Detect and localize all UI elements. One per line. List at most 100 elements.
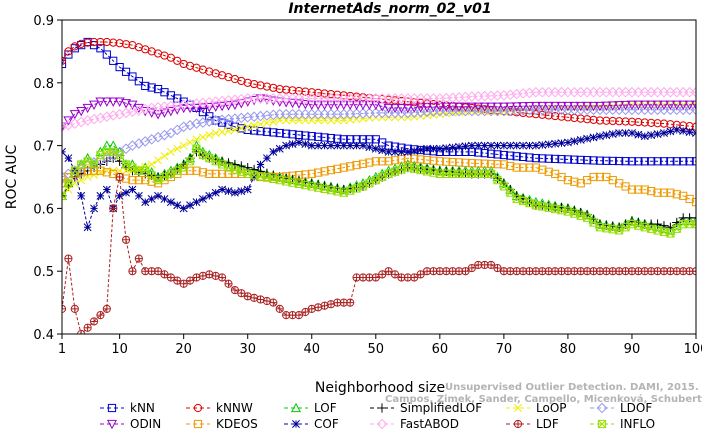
point-cof: [685, 128, 694, 136]
point-knn: [320, 133, 329, 142]
point-loop: [282, 116, 291, 125]
series-line-cof: [62, 129, 696, 230]
point-odin: [236, 99, 247, 109]
point-cof: [679, 126, 688, 135]
point-cof: [282, 141, 291, 150]
point-loop: [288, 116, 297, 125]
legend-marker: [193, 419, 203, 429]
point-loop: [275, 116, 284, 125]
point-kdeos: [627, 185, 637, 194]
point-loop: [294, 116, 303, 125]
point-ldf: [326, 300, 336, 309]
point-kdeos: [371, 157, 380, 166]
point-lof: [108, 140, 119, 150]
legend-label: kNN: [130, 401, 155, 415]
point-knn: [147, 83, 156, 92]
point-cof: [288, 140, 297, 148]
legend-marker: [597, 419, 607, 429]
point-odin: [396, 103, 407, 114]
point-cof: [384, 147, 393, 156]
point-fastabod: [63, 119, 74, 131]
point-ldf: [243, 292, 252, 301]
x-axis: 1 10 20 30 40 50 60 70 80 90 100: [58, 334, 702, 357]
point-ldf: [410, 273, 419, 282]
point-knn: [134, 77, 143, 86]
point-knnw: [544, 111, 553, 120]
point-odin: [300, 100, 311, 110]
point-knn: [640, 157, 649, 166]
point-ldf: [230, 285, 240, 295]
point-knn: [250, 126, 259, 135]
point-kdeos: [83, 166, 92, 175]
point-cof: [640, 132, 649, 141]
point-knnw: [691, 122, 696, 131]
point-knn: [518, 152, 528, 162]
point-loop: [256, 120, 265, 129]
point-knn: [634, 157, 643, 166]
legend-label: SimplifiedLOF: [400, 401, 482, 415]
point-loop: [320, 116, 329, 125]
point-ldf: [493, 263, 502, 273]
x-tick-label: 100: [684, 342, 702, 357]
point-cof: [519, 141, 528, 150]
point-loop: [198, 133, 207, 142]
point-knn: [301, 131, 310, 140]
point-knnw: [250, 79, 259, 89]
point-knn: [237, 124, 246, 133]
point-ldof: [184, 119, 196, 131]
point-odin: [409, 103, 420, 113]
point-ldf: [134, 254, 143, 263]
point-kdeos: [346, 162, 355, 171]
x-tick-label: 30: [239, 342, 256, 357]
point-loop: [224, 126, 233, 135]
point-fastabod: [101, 111, 113, 123]
point-odin: [460, 102, 471, 112]
point-cof: [506, 141, 515, 150]
point-kdeos: [384, 157, 393, 166]
point-knn: [121, 67, 131, 76]
point-ldf: [250, 293, 259, 302]
point-ldf: [77, 329, 86, 334]
x-tick-label: 20: [175, 342, 192, 357]
point-odin: [562, 101, 573, 112]
point-odin: [415, 103, 426, 113]
point-cof: [653, 130, 662, 139]
point-ldof: [690, 104, 696, 116]
point-cof: [563, 138, 572, 147]
point-loop: [262, 119, 271, 127]
point-knn: [275, 128, 284, 138]
point-cof: [64, 154, 73, 163]
point-kdeos: [218, 169, 227, 178]
legend-item-fastabod: FastABOD: [370, 417, 459, 431]
point-cof: [512, 141, 521, 150]
point-odin: [690, 100, 696, 111]
point-knnw: [301, 87, 310, 96]
point-knn: [595, 156, 605, 165]
point-knnw: [96, 37, 105, 47]
point-odin: [569, 101, 580, 112]
point-kdeos: [121, 174, 131, 183]
point-knnw: [262, 82, 272, 91]
point-knn: [512, 152, 521, 161]
point-knn: [666, 157, 675, 166]
point-odin: [108, 97, 119, 107]
point-knn: [499, 150, 508, 160]
point-kdeos: [525, 163, 534, 172]
point-cof: [480, 141, 489, 150]
point-knn: [486, 149, 496, 158]
point-simplifiedlof: [492, 173, 503, 184]
point-cof: [198, 195, 207, 203]
point-knn: [544, 154, 553, 163]
point-loop: [173, 144, 182, 153]
legend-marker: [290, 402, 302, 413]
legend-item-knnw: kNNW: [186, 401, 253, 415]
point-cof: [461, 142, 470, 151]
point-cof: [423, 144, 431, 153]
point-loop: [333, 116, 342, 125]
point-kdeos: [89, 166, 99, 175]
x-tick-label: 50: [368, 342, 385, 357]
point-cof: [96, 191, 105, 200]
point-knnw: [102, 37, 111, 47]
point-odin: [626, 100, 637, 111]
point-loop: [160, 152, 169, 161]
